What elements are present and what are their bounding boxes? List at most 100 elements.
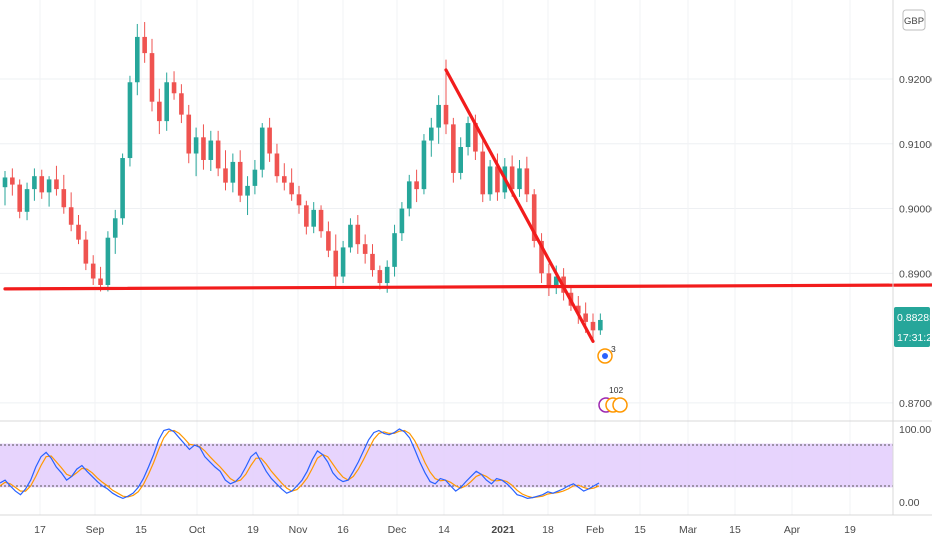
- candle-body: [311, 209, 316, 227]
- grid-lines-horizontal: [0, 78, 893, 404]
- candle-body: [370, 253, 375, 271]
- candle-body: [24, 189, 30, 212]
- candle-body: [304, 205, 309, 227]
- candle-body: [112, 218, 118, 238]
- candle-body: [524, 168, 530, 195]
- time-tick-label: 19: [844, 524, 856, 536]
- candle-body: [90, 263, 96, 279]
- candle-body: [32, 176, 37, 190]
- candle-body: [458, 147, 463, 173]
- candle-body: [10, 177, 15, 185]
- candle-body: [429, 127, 434, 141]
- event-marker-3[interactable]: 3: [597, 344, 616, 364]
- time-tick-label: 15: [634, 524, 646, 536]
- candle-body: [517, 168, 522, 190]
- candle-body: [384, 266, 390, 284]
- currency-button[interactable]: GBP: [902, 9, 926, 31]
- candle-body: [259, 127, 265, 170]
- candle-body: [546, 273, 552, 288]
- candle-body: [392, 233, 397, 267]
- candle-body: [487, 166, 493, 195]
- candle-body: [340, 247, 346, 277]
- time-tick-label: Feb: [586, 524, 604, 536]
- candle-body: [333, 250, 339, 277]
- time-tick-label: 16: [337, 524, 349, 536]
- stochastic-axis: 100.00 0.00: [899, 424, 931, 509]
- trendline-descending[interactable]: [444, 68, 595, 343]
- candle-body: [406, 181, 412, 209]
- candle-body: [348, 224, 353, 248]
- stochastic-tick-label: 100.00: [899, 424, 931, 436]
- candle-body: [590, 321, 596, 331]
- time-tick-label: 2021: [491, 524, 515, 536]
- candle-body: [282, 176, 287, 183]
- candle-body: [157, 101, 162, 122]
- candle-body: [186, 114, 192, 154]
- candle-body: [39, 176, 45, 193]
- candle-body: [120, 158, 125, 219]
- candle-body: [46, 179, 52, 193]
- candle-body: [583, 313, 588, 322]
- event-marker-102[interactable]: 102: [598, 385, 628, 413]
- time-tick-label: Dec: [388, 524, 407, 536]
- candle-body: [443, 104, 449, 125]
- candle-body: [83, 239, 89, 264]
- time-tick-label: 19: [247, 524, 259, 536]
- grid-lines-vertical: [39, 0, 851, 515]
- candle-body: [539, 240, 544, 274]
- stochastic-tick-label: 0.00: [899, 497, 920, 509]
- candle-body: [135, 36, 140, 83]
- time-tick-label: 15: [729, 524, 741, 536]
- candle-body: [553, 276, 559, 288]
- stochastic-lines: [0, 428, 600, 500]
- currency-label: GBP: [904, 16, 924, 27]
- candle-body: [68, 207, 74, 225]
- candle-body: [17, 184, 22, 212]
- price-tick-label: 0.87000: [899, 398, 932, 410]
- candle-body: [193, 137, 199, 154]
- trendline-resistance[interactable]: [3, 283, 932, 291]
- time-tick-label: 18: [542, 524, 554, 536]
- countdown-label: 17:31:29: [897, 332, 932, 344]
- candle-body: [208, 140, 214, 160]
- candle-body: [164, 82, 169, 122]
- time-tick-label: 15: [135, 524, 147, 536]
- time-tick-label: 17: [34, 524, 46, 536]
- candle-body: [179, 93, 184, 115]
- candle-body: [326, 231, 331, 251]
- candle-body: [2, 177, 8, 188]
- candle-body: [465, 123, 471, 148]
- candle-body: [252, 169, 258, 186]
- candle-body: [377, 270, 383, 284]
- time-axis: 17 Sep 15 Oct 19 Nov 16 Dec 14 2021 18 Feb 15 Mar 15 Ap…: [34, 524, 856, 536]
- time-tick-label: Oct: [189, 524, 205, 536]
- candle-body: [399, 208, 405, 234]
- last-price-badge: 0.88285 17:31:29: [894, 307, 932, 347]
- candle-body: [296, 194, 302, 206]
- candle-body: [473, 123, 478, 152]
- event-label-3: 3: [611, 344, 616, 354]
- time-tick-label: Apr: [784, 524, 801, 536]
- candle-body: [230, 161, 236, 183]
- stochastic-k-line: [0, 428, 600, 500]
- candle-body: [289, 182, 294, 195]
- candle-body: [436, 104, 441, 128]
- time-tick-label: Nov: [289, 524, 308, 536]
- candle-body: [76, 224, 81, 240]
- candle-body: [61, 189, 67, 208]
- last-price-label: 0.88285: [897, 312, 932, 324]
- candle-body: [318, 209, 324, 232]
- candle-body: [105, 237, 111, 285]
- candle-body: [127, 82, 133, 159]
- event-label-102: 102: [609, 385, 623, 395]
- trendlines: [3, 68, 932, 343]
- candle-body: [267, 127, 272, 154]
- candle-body: [223, 168, 228, 183]
- candle-body: [576, 305, 581, 314]
- candle-body: [531, 194, 537, 241]
